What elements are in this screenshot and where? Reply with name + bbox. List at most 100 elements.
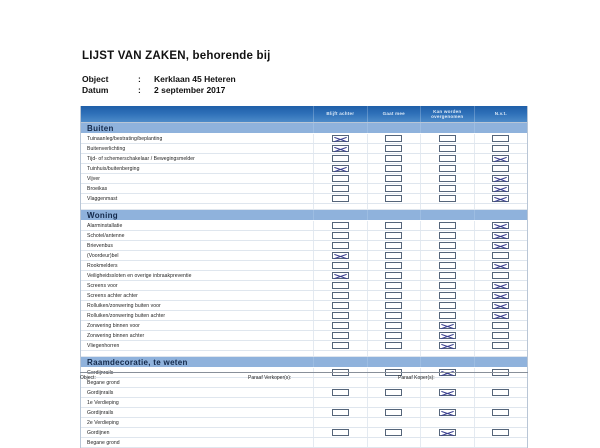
checkbox-cell-kan_worden_overgenomen[interactable]: [420, 311, 474, 320]
checkbox-cell-nvt[interactable]: [473, 281, 528, 290]
checkbox-empty-icon[interactable]: [385, 242, 403, 249]
checkbox-cell-kan_worden_overgenomen[interactable]: [420, 428, 474, 437]
checkbox-empty-icon[interactable]: [385, 342, 403, 349]
checkbox-cell-blijft_achter[interactable]: [313, 184, 367, 193]
checkbox-cell-gaat_mee[interactable]: [366, 341, 421, 350]
checkbox-empty-icon[interactable]: [492, 135, 510, 142]
checkbox-empty-icon[interactable]: [438, 292, 456, 299]
checkbox-empty-icon[interactable]: [331, 242, 349, 249]
checkbox-empty-icon[interactable]: [331, 389, 349, 396]
checkbox-cell-kan_worden_overgenomen[interactable]: [420, 281, 474, 290]
checkbox-cell-nvt[interactable]: [473, 428, 528, 437]
checkbox-cell-gaat_mee[interactable]: [366, 331, 421, 340]
checkbox-cell-nvt[interactable]: [473, 241, 528, 250]
checkbox-cell-kan_worden_overgenomen[interactable]: [420, 301, 474, 310]
checkbox-cell-nvt[interactable]: [473, 311, 528, 320]
checkbox-empty-icon[interactable]: [492, 332, 510, 339]
checkbox-cell-blijft_achter[interactable]: [313, 144, 367, 153]
checkbox-checked-icon[interactable]: [492, 282, 510, 289]
checkbox-cell-kan_worden_overgenomen[interactable]: [420, 144, 474, 153]
checkbox-cell-blijft_achter[interactable]: [313, 231, 367, 240]
checkbox-empty-icon[interactable]: [331, 175, 349, 182]
checkbox-cell-kan_worden_overgenomen[interactable]: [420, 184, 474, 193]
checkbox-empty-icon[interactable]: [438, 155, 456, 162]
checkbox-empty-icon[interactable]: [331, 332, 349, 339]
checkbox-empty-icon[interactable]: [438, 165, 456, 172]
checkbox-checked-icon[interactable]: [331, 252, 349, 259]
checkbox-cell-nvt[interactable]: [473, 144, 528, 153]
checkbox-cell-nvt[interactable]: [473, 134, 528, 143]
checkbox-cell-nvt[interactable]: [473, 291, 528, 300]
checkbox-empty-icon[interactable]: [385, 272, 403, 279]
checkbox-empty-icon[interactable]: [331, 322, 349, 329]
checkbox-empty-icon[interactable]: [492, 165, 510, 172]
checkbox-empty-icon[interactable]: [385, 222, 403, 229]
checkbox-cell-gaat_mee[interactable]: [366, 221, 421, 230]
checkbox-cell-blijft_achter[interactable]: [313, 301, 367, 310]
checkbox-checked-icon[interactable]: [492, 232, 510, 239]
checkbox-empty-icon[interactable]: [438, 145, 456, 152]
checkbox-empty-icon[interactable]: [385, 135, 403, 142]
checkbox-cell-blijft_achter[interactable]: [313, 388, 367, 397]
checkbox-cell-gaat_mee[interactable]: [366, 261, 421, 270]
checkbox-cell-gaat_mee[interactable]: [366, 291, 421, 300]
checkbox-empty-icon[interactable]: [385, 282, 403, 289]
checkbox-empty-icon[interactable]: [331, 429, 349, 436]
checkbox-cell-blijft_achter[interactable]: [313, 281, 367, 290]
checkbox-cell-gaat_mee[interactable]: [366, 301, 421, 310]
checkbox-cell-kan_worden_overgenomen[interactable]: [420, 194, 474, 203]
checkbox-cell-kan_worden_overgenomen[interactable]: [420, 331, 474, 340]
checkbox-checked-icon[interactable]: [492, 195, 510, 202]
checkbox-empty-icon[interactable]: [385, 409, 403, 416]
checkbox-empty-icon[interactable]: [438, 135, 456, 142]
checkbox-checked-icon[interactable]: [492, 185, 510, 192]
checkbox-empty-icon[interactable]: [438, 262, 456, 269]
checkbox-checked-icon[interactable]: [492, 222, 510, 229]
checkbox-empty-icon[interactable]: [385, 332, 403, 339]
checkbox-empty-icon[interactable]: [492, 389, 510, 396]
checkbox-cell-blijft_achter[interactable]: [313, 291, 367, 300]
checkbox-empty-icon[interactable]: [331, 302, 349, 309]
checkbox-cell-nvt[interactable]: [473, 251, 528, 260]
checkbox-cell-nvt[interactable]: [473, 408, 528, 417]
checkbox-cell-kan_worden_overgenomen[interactable]: [420, 154, 474, 163]
checkbox-empty-icon[interactable]: [492, 342, 510, 349]
checkbox-cell-kan_worden_overgenomen[interactable]: [420, 134, 474, 143]
checkbox-empty-icon[interactable]: [492, 429, 510, 436]
checkbox-empty-icon[interactable]: [438, 312, 456, 319]
checkbox-empty-icon[interactable]: [492, 322, 510, 329]
checkbox-cell-kan_worden_overgenomen[interactable]: [420, 251, 474, 260]
checkbox-checked-icon[interactable]: [438, 322, 456, 329]
checkbox-checked-icon[interactable]: [492, 302, 510, 309]
checkbox-empty-icon[interactable]: [331, 195, 349, 202]
checkbox-cell-gaat_mee[interactable]: [366, 281, 421, 290]
checkbox-cell-blijft_achter[interactable]: [313, 154, 367, 163]
checkbox-empty-icon[interactable]: [331, 409, 349, 416]
checkbox-cell-blijft_achter[interactable]: [313, 241, 367, 250]
checkbox-empty-icon[interactable]: [492, 252, 510, 259]
checkbox-empty-icon[interactable]: [438, 272, 456, 279]
checkbox-empty-icon[interactable]: [331, 155, 349, 162]
checkbox-empty-icon[interactable]: [331, 222, 349, 229]
checkbox-checked-icon[interactable]: [492, 155, 510, 162]
checkbox-checked-icon[interactable]: [492, 292, 510, 299]
checkbox-empty-icon[interactable]: [492, 409, 510, 416]
checkbox-cell-kan_worden_overgenomen[interactable]: [420, 174, 474, 183]
checkbox-cell-nvt[interactable]: [473, 154, 528, 163]
checkbox-cell-kan_worden_overgenomen[interactable]: [420, 341, 474, 350]
checkbox-cell-gaat_mee[interactable]: [366, 144, 421, 153]
checkbox-empty-icon[interactable]: [438, 252, 456, 259]
checkbox-cell-gaat_mee[interactable]: [366, 231, 421, 240]
checkbox-cell-gaat_mee[interactable]: [366, 174, 421, 183]
checkbox-empty-icon[interactable]: [385, 175, 403, 182]
checkbox-empty-icon[interactable]: [385, 302, 403, 309]
checkbox-cell-gaat_mee[interactable]: [366, 164, 421, 173]
checkbox-empty-icon[interactable]: [331, 262, 349, 269]
checkbox-cell-nvt[interactable]: [473, 388, 528, 397]
checkbox-empty-icon[interactable]: [385, 262, 403, 269]
checkbox-cell-gaat_mee[interactable]: [366, 241, 421, 250]
checkbox-cell-kan_worden_overgenomen[interactable]: [420, 221, 474, 230]
checkbox-checked-icon[interactable]: [492, 242, 510, 249]
checkbox-empty-icon[interactable]: [385, 232, 403, 239]
checkbox-cell-kan_worden_overgenomen[interactable]: [420, 408, 474, 417]
